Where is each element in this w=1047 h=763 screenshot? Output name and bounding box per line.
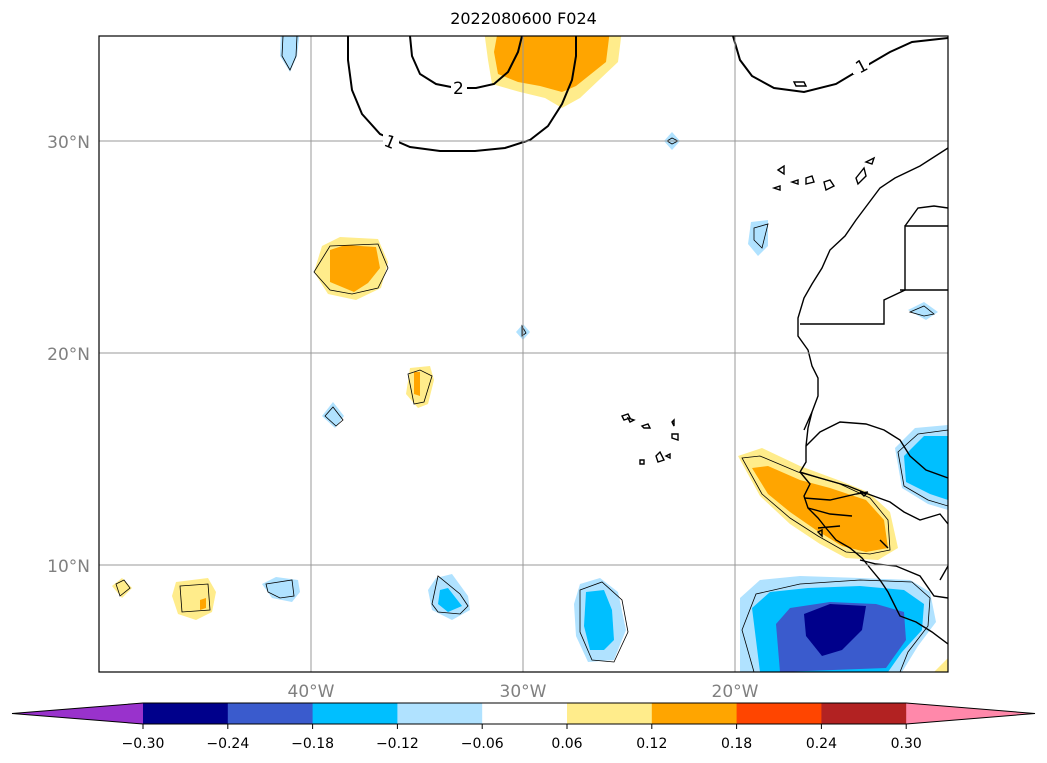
positive-anomaly-mid-atlantic [314,237,388,300]
colorbar-segment [651,703,738,724]
contour-label-2: 2 [453,79,464,99]
negative-anomaly-gulf-of-guinea [740,576,936,672]
colorbar-segment [482,703,568,724]
lon-label-20w: 20°W [712,682,759,702]
colorbar-segment [567,703,653,724]
lat-label-30n: 30°N [47,133,90,153]
negative-anomaly-25n-18w [748,220,768,256]
negative-anomaly-north-west [280,36,300,72]
lat-label-10n: 10°N [47,557,90,577]
positive-anomaly-9n-48w [112,578,132,598]
colorbar: −0.30 −0.24 −0.18 −0.12 −0.06 0.06 0.12 0.18 0.2… [11,702,1036,752]
map-frame [98,35,949,673]
colorbar-segment [227,703,314,724]
colorbar-tick-label: 0.18 [721,736,752,752]
colorbar-segment [821,703,907,724]
map-title: 2022080600 F024 [450,9,597,28]
colorbar-extend-high [906,703,1035,724]
axis-labels: 30°N 20°N 10°N 40°W 30°W 20°W [47,133,759,702]
colorbar-tick-label: −0.18 [291,736,334,752]
negative-anomaly-8n-34w [428,574,470,620]
lon-label-30w: 30°W [500,682,547,702]
gridlines [99,36,948,672]
colorbar-tick-label: 0.24 [806,736,837,752]
negative-anomaly-17n-39w [322,402,344,428]
coastlines [621,81,948,645]
colorbar-segment [397,703,483,724]
positive-anomaly-corner [934,658,948,672]
colorbar-tick-label: 0.06 [551,736,582,752]
colorbar-tick-label: 0.30 [891,736,922,752]
colorbar-segment [143,703,229,724]
colorbar-tick-label: −0.24 [206,736,249,752]
positive-anomaly-8n-44w [172,578,216,620]
colorbar-extend-low [12,703,143,724]
positive-anomaly-west-africa [738,448,898,560]
contour-labels: 2 1 1 [381,56,871,154]
colorbar-tick-label: −0.12 [376,736,419,752]
colorbar-tick-label: −0.30 [122,736,165,752]
colorbar-segment [736,703,822,724]
anomaly-fields [112,36,948,672]
lat-label-20n: 20°N [47,345,90,365]
negative-anomaly-7n-27w [574,578,626,662]
map-plot-area [99,36,948,672]
colorbar-tick-label: −0.06 [461,736,504,752]
negative-anomaly-22n-12w [908,302,938,320]
colorbar-tick-label: 0.12 [636,736,667,752]
colorbar-segment [312,703,398,724]
lon-label-40w: 40°W [288,682,335,702]
